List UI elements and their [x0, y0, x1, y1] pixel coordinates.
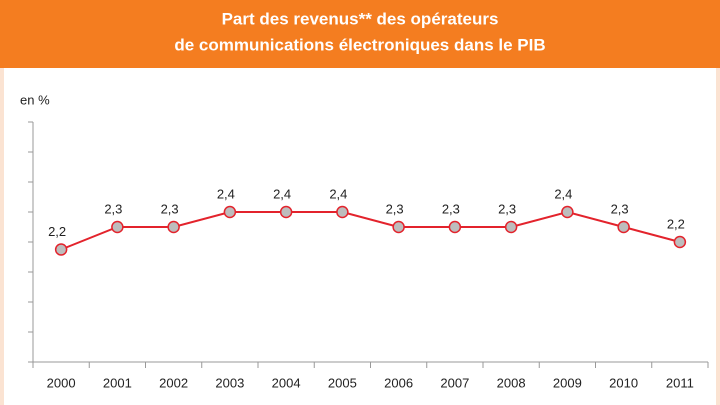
data-label: 2,3	[161, 201, 179, 216]
marker	[561, 205, 574, 219]
marker	[279, 205, 293, 219]
data-label: 2,3	[104, 201, 122, 216]
marker	[167, 220, 180, 234]
data-label: 2,4	[554, 186, 572, 201]
x-tick-label: 2009	[553, 375, 582, 390]
data-label: 2,2	[48, 224, 66, 239]
marker	[111, 220, 124, 234]
marker	[54, 243, 68, 256]
marker	[504, 220, 518, 234]
y-axis-label: en %	[20, 92, 50, 107]
x-tick-label: 2004	[272, 375, 301, 390]
data-label: 2,4	[329, 186, 347, 201]
data-label: 2,3	[498, 201, 516, 216]
data-label: 2,4	[217, 186, 235, 201]
marker	[336, 205, 349, 219]
data-label: 2,4	[273, 186, 291, 201]
x-tick-label: 2011	[666, 375, 694, 390]
x-tick-label: 2008	[497, 375, 526, 390]
x-tick-label: 2001	[103, 375, 132, 390]
data-label: 2,2	[667, 216, 685, 231]
x-tick-label: 2006	[384, 375, 413, 390]
header	[0, 0, 720, 68]
chart-title: de communications électroniques dans le …	[174, 35, 545, 54]
x-tick-label: 2007	[440, 375, 469, 390]
x-tick-label: 2002	[159, 375, 188, 390]
data-label: 2,3	[386, 201, 404, 216]
x-tick-label: 2010	[609, 375, 638, 390]
marker	[673, 235, 687, 249]
x-tick-label: 2005	[328, 375, 357, 390]
chart-title: Part des revenus** des opérateurs	[222, 9, 499, 28]
x-tick-label: 2003	[215, 375, 244, 390]
data-label: 2,3	[442, 201, 460, 216]
marker	[448, 220, 462, 234]
marker	[392, 220, 405, 234]
line	[60, 210, 681, 251]
x-tick-label: 2000	[47, 375, 76, 390]
data-label: 2,3	[611, 201, 629, 216]
marker	[617, 220, 630, 234]
marker	[223, 205, 237, 219]
